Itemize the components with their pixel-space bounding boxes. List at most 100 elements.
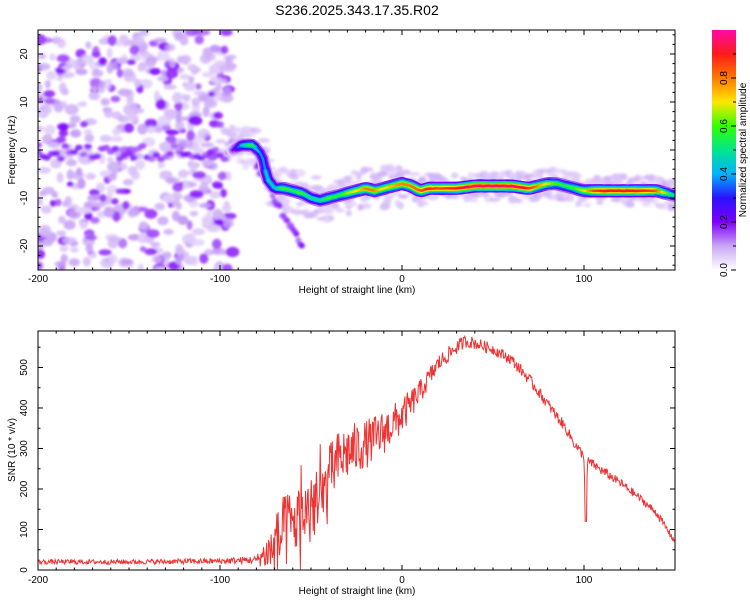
spectrogram-band-cell xyxy=(52,150,61,157)
spectrogram-band-cell xyxy=(102,144,111,151)
spectrogram-noise-cell xyxy=(157,161,165,169)
spectrogram-noise-cell xyxy=(220,45,229,54)
spectrogram-halo-cell xyxy=(395,165,403,173)
spectrogram-y-tick-label: -20 xyxy=(19,238,30,253)
spectrogram-noise-cell xyxy=(187,63,197,72)
spectrogram-noise-cell xyxy=(154,266,168,270)
spectrogram-noise-cell xyxy=(141,51,151,58)
spectrogram-noise-cell xyxy=(219,30,233,36)
spectrogram-noise-cell xyxy=(174,121,185,131)
spectrogram-halo-cell xyxy=(335,208,345,213)
spectrogram-noise-cell xyxy=(117,88,132,97)
spectrogram-noise-cell xyxy=(225,54,237,60)
spectrogram-noise-cell xyxy=(115,188,125,194)
spectrogram-noise-cell xyxy=(222,218,234,228)
spectrogram-halo-cell xyxy=(371,174,383,181)
colorbar-tick-label: 0.8 xyxy=(719,71,730,85)
spectrogram-noise-cell xyxy=(216,121,224,129)
spectrogram-noise-cell xyxy=(80,120,89,128)
spectrogram-halo-cell xyxy=(242,162,250,170)
spectrogram-halo-cell xyxy=(621,173,628,180)
spectrogram-halo-cell xyxy=(345,210,352,217)
spectrogram-noise-cell xyxy=(108,61,118,71)
spectrogram-band-cell xyxy=(61,143,70,150)
spectrogram-noise-cell xyxy=(189,210,199,217)
spectrogram-noise-cell xyxy=(162,123,171,132)
spectrogram-noise-cell xyxy=(44,79,51,89)
spectrogram-halo-cell xyxy=(398,194,409,199)
spectrogram-noise-cell xyxy=(85,235,98,241)
spectrogram-band-cell xyxy=(166,150,174,157)
spectrogram-noise-cell xyxy=(162,194,176,204)
spectrogram-noise-cell xyxy=(178,169,189,179)
spectrogram-noise-cell xyxy=(67,204,79,210)
spectrogram-noise-cell xyxy=(38,111,48,117)
spectrogram-branch-cell xyxy=(293,231,300,237)
spectrogram-band-cell xyxy=(147,156,156,162)
spectrogram-band-cell xyxy=(129,155,138,161)
spectrogram-noise-cell xyxy=(56,230,67,236)
spectrogram-noise-cell xyxy=(72,59,81,71)
spectrogram-noise-cell xyxy=(59,245,69,252)
spectrogram-noise-cell xyxy=(225,246,240,258)
spectrogram-noise-cell xyxy=(124,123,134,133)
spectrogram-noise-cell xyxy=(77,178,86,190)
spectrogram-halo-cell xyxy=(327,215,335,222)
spectrogram-noise-cell xyxy=(179,54,192,64)
snr-y-axis: 0 100 200 300 400 500 xyxy=(19,346,675,573)
spectrogram-noise-cell xyxy=(92,46,100,57)
snr-x-tick-label: -200 xyxy=(28,575,48,586)
spectrogram-noise-cell xyxy=(85,41,92,50)
spectrogram-halo-cell xyxy=(282,205,294,214)
spectrogram-halo-cell xyxy=(641,202,651,207)
spectrogram-noise-cell xyxy=(184,81,196,92)
spectrogram-noise-cell xyxy=(110,95,121,103)
spectrogram-noise-cell xyxy=(123,116,130,122)
spectrogram-y-tick-label: 10 xyxy=(19,96,30,108)
spectrogram-noise-cell xyxy=(211,238,222,250)
spectrogram-noise-cell xyxy=(66,181,74,187)
spectrogram-noise-cell xyxy=(172,92,183,104)
colorbar-tick-label: 0.6 xyxy=(719,119,730,133)
spectrogram-noise-cell xyxy=(126,96,134,106)
spectrogram-halo-cell xyxy=(575,200,583,207)
spectrogram-noise-cell xyxy=(164,60,171,69)
snr-x-tick-label: 100 xyxy=(576,575,593,586)
spectrogram-noise-cell xyxy=(92,67,100,76)
spectrogram-noise-cell xyxy=(56,136,66,144)
spectrogram-halo-cell xyxy=(408,172,421,177)
spectrogram-band-cell xyxy=(170,143,179,150)
spectrogram-noise-cell xyxy=(112,211,121,222)
spectrogram-noise-cell xyxy=(42,186,55,195)
spectrogram-x-axis: -200 -100 0 100 xyxy=(28,30,676,285)
spectrogram-noise-cell xyxy=(70,247,79,253)
spectrogram-noise-cell xyxy=(107,253,118,264)
spectrogram-noise-cell xyxy=(98,249,112,256)
spectrogram-noise-cell xyxy=(176,247,185,254)
spectrogram-halo-cell xyxy=(417,201,429,206)
spectrogram-halo-cell xyxy=(565,194,575,202)
spectrogram-branch-cell xyxy=(277,203,284,209)
spectrogram-noise-cell xyxy=(195,83,202,90)
colorbar-label: Normalized spectral amplitude xyxy=(738,82,749,217)
spectrogram-ridge xyxy=(226,138,675,207)
spectrogram-noise-cell xyxy=(165,129,180,136)
spectrogram-noise-cell xyxy=(174,32,182,41)
spectrogram-x-tick-label: 100 xyxy=(576,274,593,285)
spectrogram-noise-cell xyxy=(51,191,58,199)
spectrogram-band-cell xyxy=(111,145,120,152)
spectrogram-halo-cell xyxy=(666,203,675,212)
spectrogram-noise-cell xyxy=(79,221,88,230)
spectrogram-y-label: Frequency (Hz) xyxy=(7,116,18,185)
spectrogram-noise-cell xyxy=(122,201,130,210)
colorbar-tick-label: 0.0 xyxy=(719,263,730,277)
spectrogram-noise-cell xyxy=(58,123,69,131)
spectrogram-band-cell xyxy=(152,151,161,158)
spectrogram-x-label: Height of straight line (km) xyxy=(299,285,416,296)
spectrogram-noise-cell xyxy=(85,244,94,253)
spectrogram-noise-cell xyxy=(213,111,224,120)
spectrogram-cells xyxy=(38,30,675,270)
figure-title: S236.2025.343.17.35.R02 xyxy=(275,2,439,18)
spectrogram-halo-cell xyxy=(596,200,604,205)
spectrogram-noise-cell xyxy=(66,169,75,181)
